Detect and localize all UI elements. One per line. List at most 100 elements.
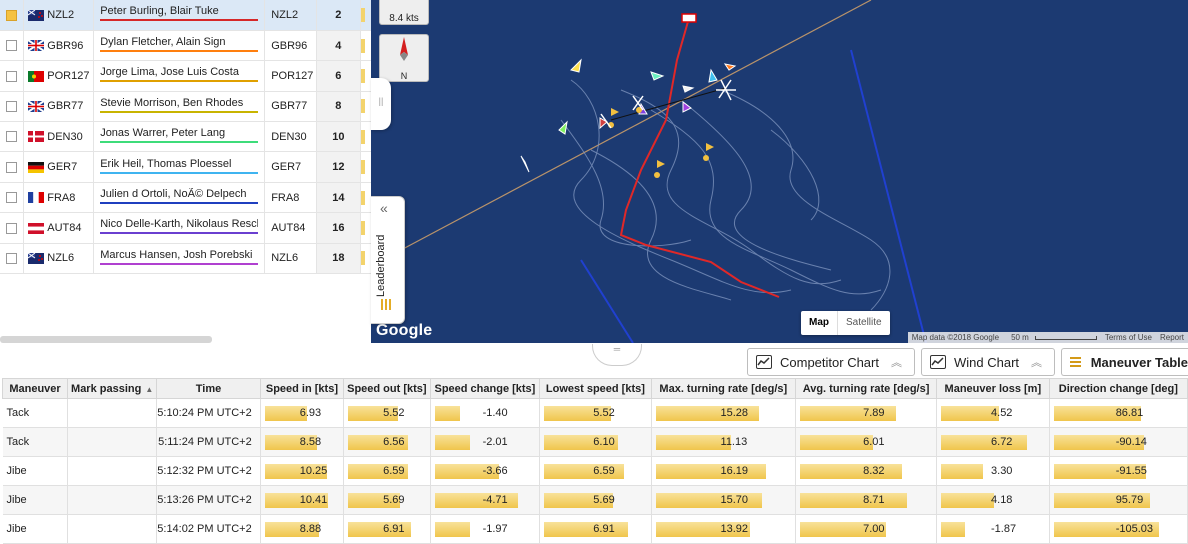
layline <box>850 49 927 343</box>
map-type-satellite-button[interactable]: Satellite <box>837 311 890 335</box>
value-text: 6.91 <box>593 523 615 535</box>
maneuver-row[interactable]: Jibe 5:14:02 PM UTC+2 8.88 6.91 -1.97 6.91 13.… <box>2 514 1188 544</box>
value-bar-cell: -1.97 <box>431 515 540 543</box>
value-text: -91.55 <box>1115 465 1147 477</box>
competitor-row[interactable]: GBR96 Dylan Fletcher, Alain Sign GBR96 4 <box>0 30 371 62</box>
panel-resize-handle[interactable]: || <box>371 78 391 130</box>
value-text: 4.18 <box>991 494 1013 506</box>
value-bar-cell: 5.69 <box>540 486 650 514</box>
competitor-chart-button[interactable]: Competitor Chart ︽ <box>747 348 915 376</box>
competitor-checkbox-cell <box>0 121 25 153</box>
competitor-checkbox[interactable] <box>6 192 18 204</box>
terms-link[interactable]: Terms of Use <box>1104 333 1152 342</box>
competitor-row[interactable]: DEN30 Jonas Warrer, Peter Lang DEN30 10 <box>0 121 371 153</box>
speed-change-cell: -2.01 <box>430 427 541 457</box>
chevron-up-icon: ︽ <box>1031 357 1043 369</box>
value-bar <box>264 522 319 537</box>
maneuver-row[interactable]: Jibe 5:12:32 PM UTC+2 10.25 6.59 -3.66 6.59 16… <box>2 456 1188 486</box>
column-header[interactable]: Avg. turning rate [deg/s] <box>795 378 938 399</box>
map-attribution: Map data ©2018 Google 50 m Terms of Use … <box>907 332 1188 343</box>
value-text: -2.01 <box>482 436 508 448</box>
wind-chart-button[interactable]: Wind Chart ︽ <box>921 348 1055 376</box>
sort-ascending-icon[interactable]: ▲ <box>145 384 154 394</box>
value-bar <box>348 493 401 508</box>
value-bar <box>1053 493 1150 508</box>
column-header[interactable]: Direction change [deg] <box>1048 378 1188 399</box>
rank-bar-cell <box>360 243 371 275</box>
competitor-checkbox[interactable] <box>6 40 18 52</box>
competitor-row[interactable]: AUT84 Nico Delle-Karth, Nikolaus Resch AUT… <box>0 212 371 244</box>
value-text: -90.14 <box>1115 436 1147 448</box>
rank-bar <box>360 129 365 144</box>
column-header[interactable]: Mark passing ▲ <box>67 378 158 399</box>
value-bar <box>1053 406 1141 421</box>
maneuver-row[interactable]: Jibe 5:13:26 PM UTC+2 10.41 5.69 -4.71 5.69 15… <box>2 485 1188 515</box>
bottom-panel-resize-handle[interactable]: ═ <box>592 344 642 366</box>
lowest-cell: 5.52 <box>539 398 652 428</box>
value-bar <box>544 406 612 421</box>
column-header[interactable]: Lowest speed [kts] <box>539 378 652 399</box>
value-bar <box>800 493 908 508</box>
column-header[interactable]: Max. turning rate [deg/s] <box>650 378 797 399</box>
competitor-checkbox[interactable] <box>6 252 18 264</box>
competitor-checkbox[interactable] <box>6 70 18 82</box>
mark-passing-cell <box>67 514 158 544</box>
column-header[interactable]: Maneuver loss [m] <box>936 378 1050 399</box>
sailor-names: Marcus Hansen, Josh Porebski <box>100 249 259 265</box>
rank-cell: 4 <box>316 30 361 62</box>
loss-cell: 6.72 <box>936 427 1050 457</box>
value-text: -4.71 <box>482 494 508 506</box>
competitor-row[interactable]: NZL6 Marcus Hansen, Josh Porebski NZL6 18 <box>0 243 371 275</box>
competitor-checkbox[interactable] <box>6 131 18 143</box>
column-header-label: Speed change [kts] <box>434 382 536 395</box>
mark-passing-cell <box>67 485 158 515</box>
time-cell: 5:12:32 PM UTC+2 <box>156 456 261 486</box>
horizontal-scrollbar[interactable] <box>0 336 212 343</box>
dir-change-cell: -90.14 <box>1049 427 1188 457</box>
race-map[interactable]: 8.4 kts N Google Map Satellite Map data … <box>371 0 1188 343</box>
value-text: 8.88 <box>299 523 322 535</box>
avg-turn-cell: 6.01 <box>795 427 938 457</box>
maneuver-row[interactable]: Tack 5:10:24 PM UTC+2 6.93 5.52 -1.40 5.52 15.… <box>2 398 1188 428</box>
value-bar-cell: 15.70 <box>652 486 796 514</box>
sail-id-cell: AUT84 <box>264 212 318 244</box>
report-link[interactable]: Report <box>1159 333 1184 342</box>
competitor-checkbox[interactable] <box>6 161 18 173</box>
time-cell: 5:13:26 PM UTC+2 <box>156 485 261 515</box>
max-turn-cell: 11.13 <box>651 427 797 457</box>
sail-number-cell: GER7 <box>23 151 95 183</box>
value-bar <box>348 464 409 479</box>
rank-bar-cell <box>360 182 371 214</box>
value-bar <box>800 406 897 421</box>
competitor-row[interactable]: FRA8 Julien d Ortoli, NoÃ© Delpech FRA8 14 <box>0 182 371 214</box>
maneuver-table-button[interactable]: Maneuver Table <box>1061 348 1188 376</box>
competitor-row[interactable]: NZL2 Peter Burling, Blair Tuke NZL2 2 <box>0 0 371 31</box>
column-header[interactable]: Speed out [kts] <box>343 378 431 399</box>
competitor-checkbox[interactable] <box>6 9 18 21</box>
sail-number: FRA8 <box>47 191 76 204</box>
layline <box>580 259 634 343</box>
competitor-row[interactable]: POR127 Jorge Lima, Jose Luis Costa POR127 6 <box>0 60 371 92</box>
column-header[interactable]: Maneuver <box>1 378 69 399</box>
north-arrow[interactable]: N <box>379 34 429 82</box>
column-header[interactable]: Speed change [kts] <box>429 378 541 399</box>
maneuver-row[interactable]: Tack 5:11:24 PM UTC+2 8.58 6.56 -2.01 6.10 11.… <box>2 427 1188 457</box>
column-header[interactable]: Speed in [kts] <box>259 378 345 399</box>
max-turn-cell: 15.28 <box>651 398 797 428</box>
competitor-row[interactable]: GBR77 Stevie Morrison, Ben Rhodes GBR77 8 <box>0 91 371 123</box>
sailor-names: Nico Delle-Karth, Nikolaus Resch <box>100 218 259 235</box>
por-flag-icon <box>28 70 45 82</box>
competitor-row[interactable]: GER7 Erik Heil, Thomas Ploessel GER7 12 <box>0 151 371 183</box>
competitor-checkbox[interactable] <box>6 100 18 112</box>
maneuver-type-cell: Tack <box>2 398 69 428</box>
competitor-checkbox[interactable] <box>6 222 18 234</box>
map-data-text: Map data ©2018 Google <box>911 333 1000 342</box>
leaderboard-tab[interactable]: « Leaderboard <box>371 196 405 324</box>
map-type-map-button[interactable]: Map <box>809 317 829 328</box>
column-header[interactable]: Time <box>156 378 261 399</box>
value-bar <box>434 464 499 479</box>
wind-indicator[interactable]: 8.4 kts <box>379 0 429 25</box>
value-text: -1.87 <box>991 523 1017 535</box>
value-text: -1.40 <box>482 407 508 419</box>
value-text: 10.25 <box>299 465 328 477</box>
